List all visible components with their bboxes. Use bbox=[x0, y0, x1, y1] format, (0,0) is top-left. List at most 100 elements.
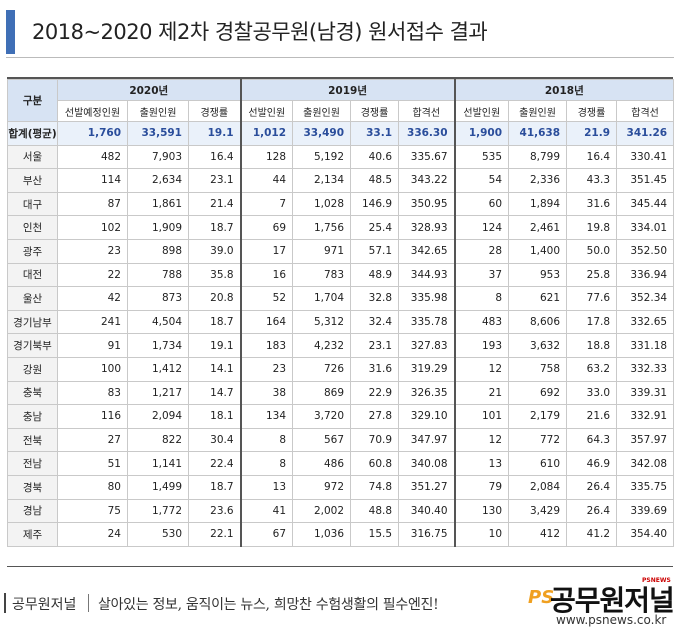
region-cell: 인천 bbox=[7, 215, 58, 240]
col-header: 선발인원 bbox=[239, 100, 294, 122]
table-cell: 21.9 bbox=[566, 121, 618, 146]
table-cell: 327.83 bbox=[398, 333, 456, 358]
table-cell: 344.93 bbox=[398, 262, 456, 288]
table-cell: 22.4 bbox=[187, 451, 242, 476]
table-cell: 483 bbox=[453, 309, 510, 335]
table-cell: 37 bbox=[453, 262, 510, 288]
table-cell: 15.5 bbox=[350, 522, 400, 547]
table-cell: 21.4 bbox=[187, 191, 242, 217]
table-cell: 21.6 bbox=[566, 404, 618, 429]
table-cell: 16 bbox=[239, 262, 294, 288]
table-row: 전북 27 822 30.4 8 567 70.9 347.97 12 772 64.3 357.97 bbox=[7, 427, 675, 453]
table-cell: 14.1 bbox=[187, 356, 242, 382]
table-cell: 48.5 bbox=[350, 168, 400, 193]
col-header: 출원인원 bbox=[508, 100, 568, 122]
table-cell: 130 bbox=[453, 498, 510, 524]
table-cell: 19.8 bbox=[566, 215, 618, 240]
table-row: 경북 80 1,499 18.7 13 972 74.8 351.27 79 2,084 26.4 3… bbox=[7, 474, 675, 500]
table-row: 광주 23 898 39.0 17 971 57.1 342.65 28 1,400 50.0 352… bbox=[7, 238, 675, 264]
table-cell: 13 bbox=[239, 474, 294, 500]
table-cell: 1,400 bbox=[508, 238, 568, 264]
table-cell: 146.9 bbox=[350, 191, 400, 217]
table-row: 울산 42 873 20.8 52 1,704 32.8 335.98 8 621 77.6 352.… bbox=[7, 286, 675, 311]
table-cell: 319.29 bbox=[398, 356, 456, 382]
header-row-years: 구분 2020년 2019년 2018년 bbox=[7, 79, 675, 122]
region-cell: 서울 bbox=[7, 144, 58, 170]
table-cell: 42 bbox=[57, 286, 128, 311]
table-cell: 32.4 bbox=[350, 309, 400, 335]
table-cell: 1,894 bbox=[508, 191, 568, 217]
table-cell: 22 bbox=[57, 262, 128, 288]
table-cell: 16.4 bbox=[566, 144, 618, 170]
table-cell: 357.97 bbox=[616, 427, 675, 453]
logo-text: 공무원저널 bbox=[550, 584, 675, 617]
table-cell: 164 bbox=[239, 309, 294, 335]
table-row: 전남 51 1,141 22.4 8 486 60.8 340.08 13 610 46.9 342.… bbox=[7, 451, 675, 476]
table-cell: 10 bbox=[453, 522, 510, 547]
table-cell: 530 bbox=[127, 522, 189, 547]
table-cell: 1,909 bbox=[127, 215, 189, 240]
table-cell: 2,134 bbox=[292, 168, 352, 193]
table-cell: 1,028 bbox=[292, 191, 352, 217]
psnews-logo[interactable]: PS 공무원저널 PSNEWS bbox=[528, 577, 678, 617]
region-cell: 충북 bbox=[7, 380, 58, 406]
table-cell: 567 bbox=[292, 427, 352, 453]
total-label: 합계(평균) bbox=[7, 121, 58, 146]
table-cell: 52 bbox=[239, 286, 294, 311]
table-cell: 1,734 bbox=[127, 333, 189, 358]
table-cell: 22.1 bbox=[187, 522, 242, 547]
table-bottom-border bbox=[7, 566, 673, 567]
table-cell: 40.6 bbox=[350, 144, 400, 170]
table-cell: 340.40 bbox=[398, 498, 456, 524]
col-header: 경쟁률 bbox=[566, 100, 618, 122]
table-cell: 27 bbox=[57, 427, 128, 453]
table-row: 서울 482 7,903 16.4 128 5,192 40.6 335.67 535 8,799… bbox=[7, 144, 675, 170]
table-cell: 1,756 bbox=[292, 215, 352, 240]
table-row: 대전 22 788 35.8 16 783 48.9 344.93 37 953 25.8 336.9… bbox=[7, 262, 675, 288]
table-body: 합계(평균) 1,760 33,591 19.1 1,012 33,490 33… bbox=[7, 121, 675, 547]
table-cell: 342.65 bbox=[398, 238, 456, 264]
table-cell: 610 bbox=[508, 451, 568, 476]
table-cell: 50.0 bbox=[566, 238, 618, 264]
table-cell: 971 bbox=[292, 238, 352, 264]
table-cell: 101 bbox=[453, 404, 510, 429]
table-cell: 26.4 bbox=[566, 474, 618, 500]
table-cell: 352.34 bbox=[616, 286, 675, 311]
table-row: 경기남부 241 4,504 18.7 164 5,312 32.4 335.78 483 8,6… bbox=[7, 309, 675, 335]
table-cell: 75 bbox=[57, 498, 128, 524]
region-cell: 전북 bbox=[7, 427, 58, 453]
table-cell: 345.44 bbox=[616, 191, 675, 217]
table-cell: 18.7 bbox=[187, 215, 242, 240]
table-cell: 331.18 bbox=[616, 333, 675, 358]
table-cell: 3,720 bbox=[292, 404, 352, 429]
table-cell: 7,903 bbox=[127, 144, 189, 170]
table-cell: 18.8 bbox=[566, 333, 618, 358]
table-cell: 41.2 bbox=[566, 522, 618, 547]
table-cell: 1,772 bbox=[127, 498, 189, 524]
table-cell: 31.6 bbox=[350, 356, 400, 382]
table-cell: 1,412 bbox=[127, 356, 189, 382]
table-cell: 972 bbox=[292, 474, 352, 500]
footer-slogan: 살아있는 정보, 움직이는 뉴스, 희망찬 수험생활의 필수엔진! bbox=[98, 597, 439, 613]
table-cell: 535 bbox=[453, 144, 510, 170]
table-cell: 48.9 bbox=[350, 262, 400, 288]
footer-url-link[interactable]: www.psnews.co.kr bbox=[556, 613, 667, 627]
table-cell: 869 bbox=[292, 380, 352, 406]
table-cell: 23 bbox=[57, 238, 128, 264]
table-cell: 124 bbox=[453, 215, 510, 240]
table-cell: 351.45 bbox=[616, 168, 675, 193]
col-header: 선발인원 bbox=[453, 100, 510, 122]
header-row-columns: 선발예정인원 출원인원 경쟁률 선발인원 출원인원 경쟁률 합격선 선발인원 출… bbox=[8, 100, 675, 122]
table-cell: 241 bbox=[57, 309, 128, 335]
table-cell: 758 bbox=[508, 356, 568, 382]
footer: 공무원저널 살아있는 정보, 움직이는 뉴스, 희망찬 수험생활의 필수엔진! … bbox=[0, 577, 680, 632]
table-cell: 332.33 bbox=[616, 356, 675, 382]
table-cell: 57.1 bbox=[350, 238, 400, 264]
table-cell: 329.10 bbox=[398, 404, 456, 429]
table-cell: 25.8 bbox=[566, 262, 618, 288]
table-cell: 14.7 bbox=[187, 380, 242, 406]
col-header: 출원인원 bbox=[127, 100, 189, 122]
table-cell: 116 bbox=[57, 404, 128, 429]
table-cell: 621 bbox=[508, 286, 568, 311]
table-cell: 1,760 bbox=[57, 121, 128, 146]
